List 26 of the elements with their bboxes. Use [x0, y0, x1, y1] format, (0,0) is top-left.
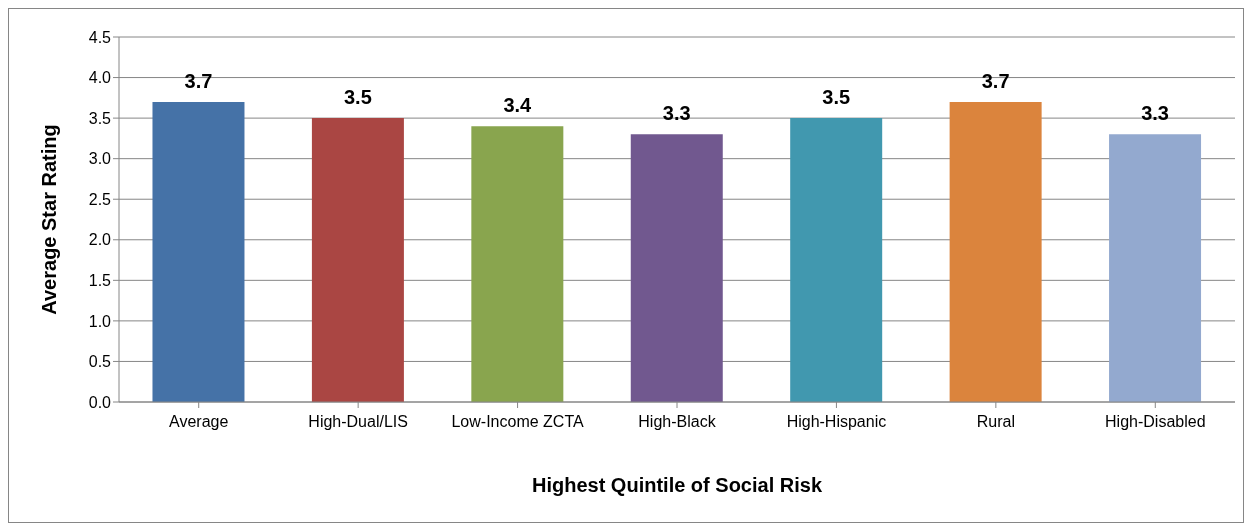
y-tick-label: 3.5 — [88, 109, 112, 127]
y-tick-label: 1.0 — [88, 312, 112, 330]
data-label: 3.5 — [822, 86, 851, 109]
data-label: 3.3 — [1141, 102, 1169, 125]
data-label: 3.7 — [184, 69, 213, 92]
x-axis-title: Highest Quintile of Social Risk — [531, 474, 823, 496]
y-tick-label: 4.0 — [88, 69, 112, 87]
y-tick-label: 2.0 — [88, 231, 112, 249]
x-tick-label: High-Hispanic — [786, 413, 887, 431]
data-label: 3.5 — [344, 86, 372, 109]
y-axis-title: Average Star Rating — [38, 124, 61, 315]
x-tick-label: High-Dual/LIS — [308, 413, 408, 431]
x-tick-label: High-Black — [638, 413, 717, 431]
y-tick-label: 1.5 — [88, 272, 112, 290]
data-label: 3.3 — [662, 102, 691, 125]
y-tick-label: 3.0 — [88, 150, 112, 168]
x-tick-label: Rural — [976, 413, 1015, 431]
data-label: 3.4 — [503, 94, 533, 117]
y-tick-label: 0.5 — [88, 353, 112, 371]
x-tick-label: Low-Income ZCTA — [451, 413, 584, 431]
x-tick-label: Average — [169, 413, 229, 431]
x-tick-label: High-Disabled — [1105, 413, 1206, 431]
y-tick-label: 2.5 — [88, 190, 112, 208]
data-label: 3.7 — [981, 69, 1010, 92]
y-tick-label: 4.5 — [88, 28, 112, 46]
y-tick-label: 0.0 — [88, 393, 112, 411]
